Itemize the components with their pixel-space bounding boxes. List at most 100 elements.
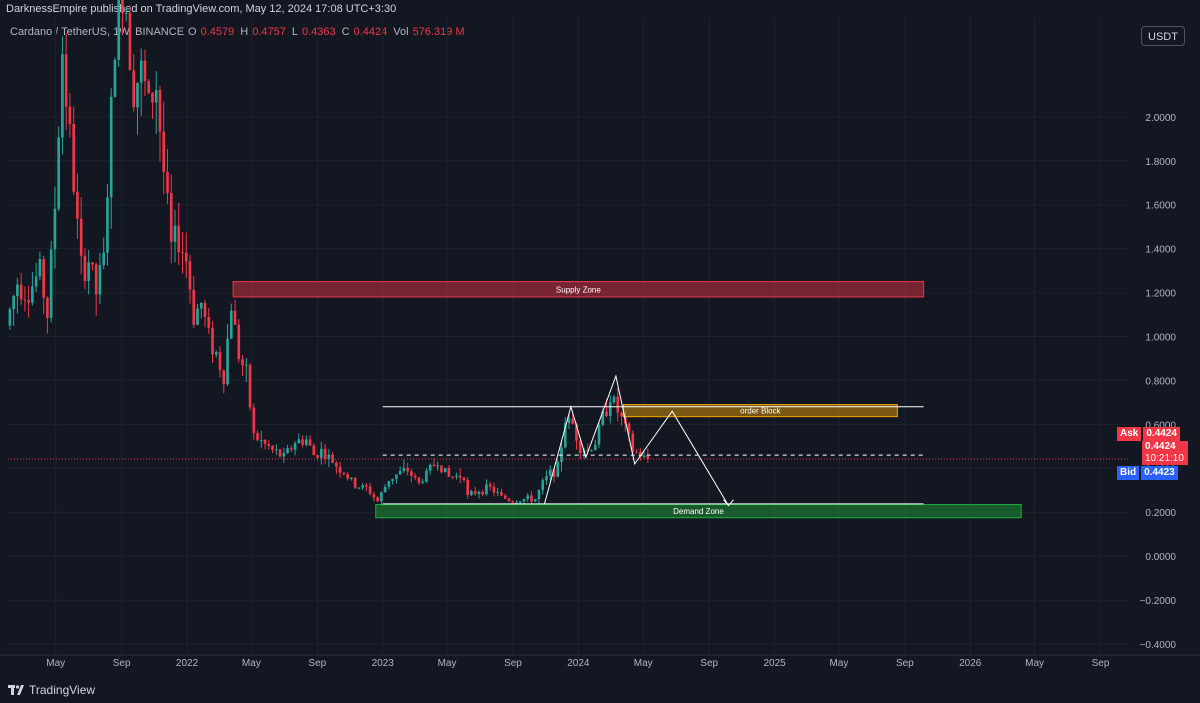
zone-label: Demand Zone (673, 507, 724, 516)
projection-path[interactable] (544, 374, 729, 506)
x-tick-label: May (634, 658, 653, 669)
candle-down (417, 477, 421, 483)
volume-value: 576.319 M (412, 26, 465, 38)
candle-down (406, 467, 409, 472)
candle-down (646, 455, 650, 459)
zone-box[interactable] (375, 504, 1022, 519)
zone-box[interactable] (232, 281, 925, 298)
candle-up (38, 259, 42, 277)
candle-up (31, 286, 34, 303)
x-tick-label: Sep (896, 658, 914, 669)
candle-up (320, 448, 323, 458)
candle-up (421, 481, 424, 483)
candle-up (12, 296, 15, 310)
candle-down (121, 0, 124, 14)
candle-down (237, 324, 241, 360)
candle-down (530, 495, 533, 502)
candle-down (203, 303, 207, 317)
candle-up (87, 262, 90, 281)
candle-up (398, 470, 402, 475)
candle-up (563, 423, 567, 448)
candle-up (425, 470, 428, 482)
candle-up (436, 465, 439, 467)
x-tick-label: 2025 (763, 658, 786, 669)
candle-up (259, 439, 263, 441)
x-tick-label: Sep (308, 658, 326, 669)
footer-brand-name: TradingView (29, 683, 96, 697)
bid-label: Bid (1117, 466, 1140, 480)
price-axis[interactable]: 2.0000 1.8000 1.6000 1.4000 1.2000 1.0000 0.80… (1140, 113, 1177, 651)
candle-down (166, 171, 169, 193)
pattern-layer[interactable] (544, 374, 734, 507)
y-tick-label: 0.2000 (1145, 508, 1176, 519)
high-label: H (240, 26, 249, 38)
candle-up (199, 303, 203, 309)
candle-up (567, 418, 571, 424)
y-tick-label: 1.8000 (1145, 157, 1176, 168)
candle-down (192, 289, 196, 325)
candle-up (496, 491, 500, 493)
low-label: L (291, 26, 298, 38)
candle-down (42, 259, 45, 298)
candle-up (612, 396, 616, 403)
candle-down (552, 469, 556, 477)
y-tick-label: 1.6000 (1145, 201, 1176, 212)
volume-label: Vol (393, 26, 409, 38)
x-tick-label: 2023 (372, 658, 395, 669)
currency-button[interactable]: USDT (1141, 26, 1185, 46)
candle-up (34, 276, 38, 287)
candle-up (106, 197, 109, 253)
candle-up (226, 338, 229, 385)
y-tick-label: 2.0000 (1145, 113, 1176, 124)
candle-up (53, 208, 57, 250)
candle-down (316, 455, 319, 458)
candle-up (391, 478, 394, 481)
candle-down (151, 92, 154, 103)
candle-down (481, 491, 485, 495)
candle-up (608, 402, 612, 416)
candle-up (139, 60, 143, 83)
candle-down (575, 423, 578, 441)
candle-down (488, 484, 492, 487)
time-axis[interactable]: May Sep 2022 May Sep 2023 May Sep 2024 May Sep 2025… (0, 654, 1200, 669)
candle-down (312, 445, 316, 456)
x-tick-label: May (242, 658, 261, 669)
candle-down (631, 433, 635, 452)
candle-down (94, 264, 98, 295)
candle-up (455, 475, 458, 477)
bid-tag: Bid 0.4423 (1117, 466, 1178, 480)
candle-down (256, 433, 259, 441)
y-tick-label: 1.4000 (1145, 245, 1176, 256)
candle-down (616, 396, 620, 413)
close-label: C (341, 26, 350, 38)
last-price-tag: 0.4424 10:21:10 (1142, 441, 1188, 465)
candle-down (365, 485, 368, 487)
symbol-name[interactable]: Cardano / TetherUS, 1W, BINANCE (10, 26, 185, 38)
candle-down (586, 450, 590, 452)
candle-up (518, 501, 522, 503)
footer-brand[interactable]: TradingView (8, 681, 95, 699)
low-value: 0.4363 (302, 26, 336, 38)
candle-down (447, 468, 451, 477)
y-tick-label: 0.8000 (1145, 376, 1176, 387)
zones-layer[interactable]: Supply Zone order Block Demand Zone (232, 281, 1022, 519)
levels-layer[interactable] (8, 406, 1130, 505)
candles-layer (8, 0, 650, 506)
ask-label: Ask (1117, 427, 1142, 441)
candle-down (500, 491, 503, 496)
x-tick-label: May (46, 658, 65, 669)
candle-down (346, 474, 349, 479)
candle-up (297, 439, 301, 444)
candle-down (218, 352, 222, 371)
candle-up (642, 455, 646, 457)
candle-up (173, 225, 177, 242)
high-value: 0.4757 (252, 26, 286, 38)
candle-down (376, 497, 379, 502)
candle-down (620, 412, 623, 417)
candle-up (244, 364, 248, 366)
y-tick-label: −0.4000 (1140, 640, 1177, 651)
candle-down (83, 255, 87, 281)
candle-down (211, 328, 214, 355)
symbol-legend: Cardano / TetherUS, 1W, BINANCE O 0.4579 … (10, 24, 467, 40)
